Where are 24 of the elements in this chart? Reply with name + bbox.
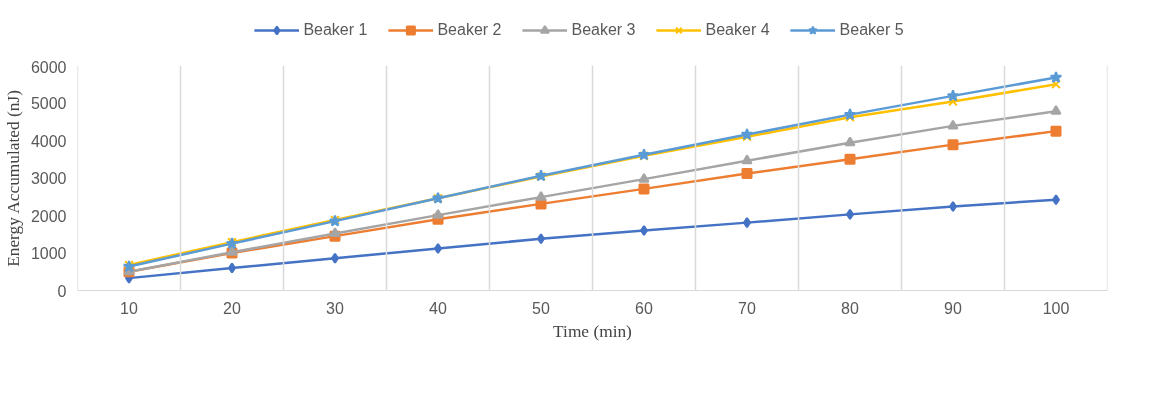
x-axis-title: Time (min)	[553, 321, 633, 341]
x-tick-label: 70	[738, 299, 756, 317]
legend-label: Beaker 1	[303, 21, 368, 39]
legend-label: Beaker 5	[839, 21, 904, 39]
y-tick-label: 3000	[30, 170, 67, 187]
y-tick-label: 4000	[30, 132, 67, 150]
legend-label: Beaker 4	[705, 21, 770, 39]
x-tick-label: 80	[841, 299, 859, 317]
legend-label: Beaker 3	[571, 21, 636, 39]
x-tick-label: 10	[120, 299, 138, 317]
x-tick-label: 40	[429, 299, 447, 317]
x-tick-label: 20	[223, 299, 241, 317]
y-tick-label: 0	[57, 282, 67, 300]
x-tick-label: 90	[944, 299, 962, 317]
x-tick-label: 60	[635, 299, 653, 317]
x-tick-label: 30	[326, 299, 344, 317]
y-tick-label: 1000	[30, 245, 67, 262]
x-tick-label: 50	[532, 299, 550, 317]
y-tick-label: 6000	[30, 58, 67, 76]
y-tick-label: 2000	[30, 207, 67, 225]
y-axis-title: Energy Accumulated (nJ)	[3, 89, 23, 267]
x-tick-label: 100	[1042, 299, 1070, 317]
legend-label: Beaker 2	[437, 21, 502, 39]
y-tick-label: 5000	[30, 95, 67, 112]
